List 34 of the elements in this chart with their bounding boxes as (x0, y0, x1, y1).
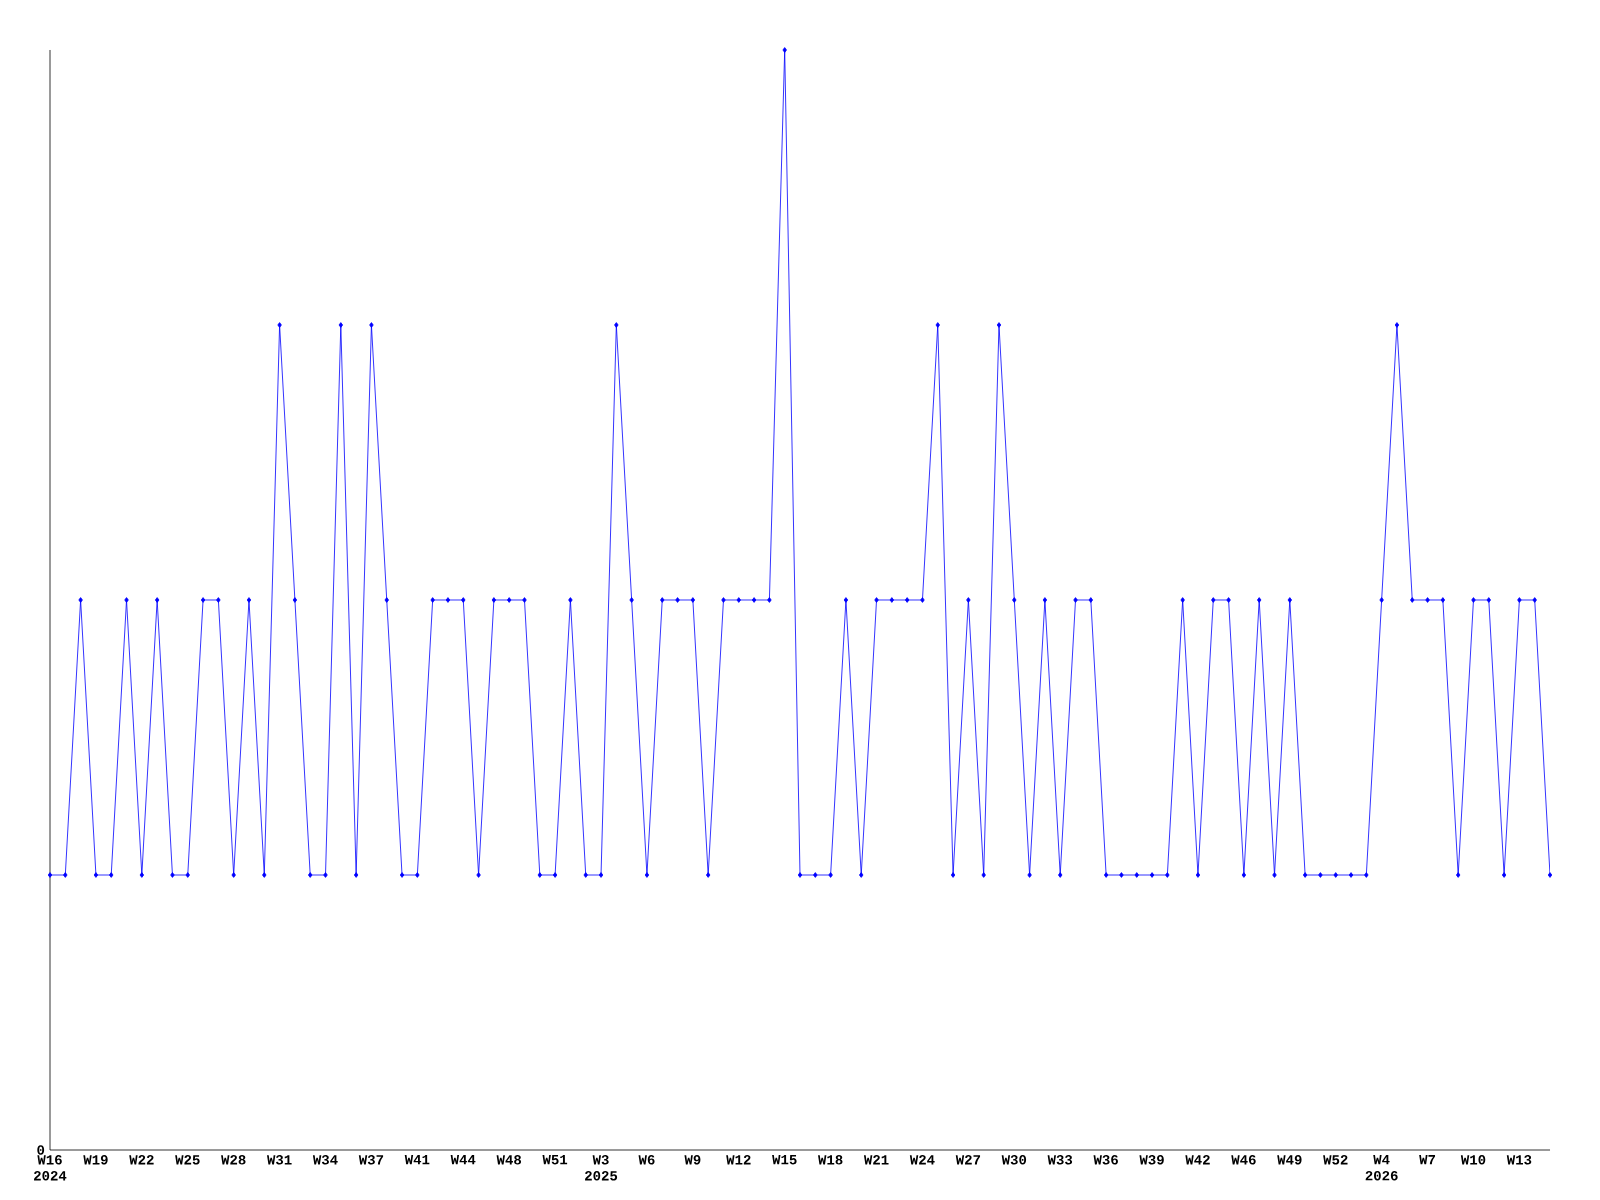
x-tick-label: W15 (772, 1155, 797, 1165)
x-tick-label: W52 (1323, 1155, 1348, 1165)
x-tick-label: W9 (684, 1155, 701, 1165)
x-tick-label: W42 (1185, 1155, 1210, 1165)
x-tick-label: W10 (1460, 1155, 1486, 1165)
x-tick-label: W13 (1506, 1155, 1532, 1165)
x-tick-label: W22 (129, 1155, 154, 1165)
x-tick-label: W37 (358, 1155, 384, 1165)
x-tick-label: W36 (1093, 1155, 1118, 1165)
x-tick-label: W33 (1047, 1155, 1073, 1165)
x-tick-label: W24 (909, 1155, 935, 1165)
x-tick-label: W19 (83, 1155, 108, 1165)
x-tick-label: W21 (863, 1155, 889, 1165)
x-tick-label: W41 (404, 1155, 430, 1165)
x-tick-label: W3 2025 (585, 1155, 618, 1181)
x-tick-label: W12 (726, 1155, 751, 1165)
x-tick-label: W30 (1001, 1155, 1027, 1165)
x-tick-label: W27 (955, 1155, 981, 1165)
x-tick-label: W34 (312, 1155, 338, 1165)
x-tick-label: W39 (1139, 1155, 1164, 1165)
x-tick-label: W44 (450, 1155, 476, 1165)
text: 0 (37, 1145, 45, 1155)
x-tick-label: W31 (266, 1155, 292, 1165)
x-tick-label: W7 (1419, 1155, 1436, 1165)
x-tick-label: W4 2026 (1365, 1155, 1398, 1181)
x-tick-label: W18 (818, 1155, 843, 1165)
x-tick-label: W25 (175, 1155, 200, 1165)
x-tick-label: W46 (1231, 1155, 1256, 1165)
x-tick-label: W28 (221, 1155, 246, 1165)
x-tick-label: W6 (638, 1155, 655, 1165)
x-tick-label: W48 (496, 1155, 522, 1165)
x-tick-label: W16 2024 (34, 1155, 67, 1181)
x-tick-label: W49 (1277, 1155, 1302, 1165)
x-tick-label: W51 (542, 1155, 568, 1165)
